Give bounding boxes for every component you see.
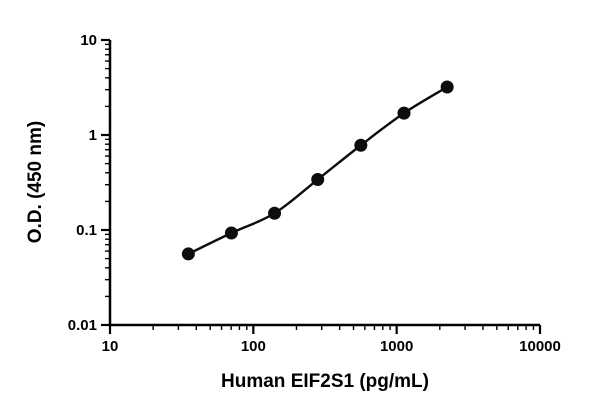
y-tick-label: 10 <box>80 32 97 49</box>
data-point <box>440 80 454 94</box>
data-point <box>224 226 238 240</box>
y-tick-label: 0.1 <box>76 222 97 239</box>
x-tick-label: 1000 <box>380 338 413 355</box>
y-tick-label: 0.01 <box>68 317 97 334</box>
data-point <box>397 106 411 120</box>
x-tick-label: 10000 <box>519 338 561 355</box>
data-point <box>311 173 325 187</box>
y-tick-label: 1 <box>89 127 97 144</box>
x-tick-label: 10 <box>102 338 119 355</box>
data-point <box>354 138 368 152</box>
data-point <box>181 247 195 261</box>
x-tick-label: 100 <box>241 338 266 355</box>
data-point <box>268 206 282 220</box>
